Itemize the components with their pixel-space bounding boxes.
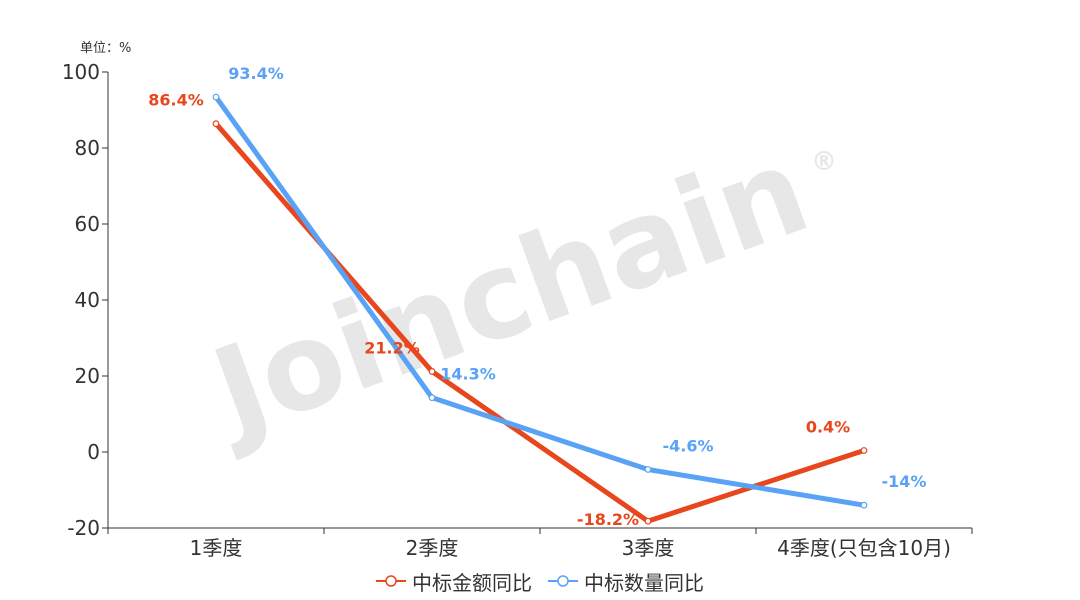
series-line-1: [213, 94, 867, 508]
y-tick-label: 40: [75, 288, 100, 312]
watermark-registered-mark: ®: [811, 147, 837, 177]
axes: 100 80 60 40 20 0 -20 1季度 2季度 3季度 4季度(只包含10月): [62, 60, 973, 560]
y-tick-label: 0: [87, 440, 100, 464]
legend-label-count: 中标数量同比: [584, 570, 704, 595]
legend: 中标金额同比 中标数量同比: [0, 566, 1080, 596]
legend-line-circle-icon: [376, 575, 406, 587]
data-point: [428, 368, 436, 375]
data-label: 86.4%: [148, 91, 204, 110]
data-point: [644, 517, 652, 525]
data-label: -14%: [882, 472, 927, 491]
data-point: [860, 447, 868, 454]
data-labels: 86.4% 21.2% -18.2% 0.4% 93.4% 14.3% -4.6% -14%: [148, 64, 926, 529]
y-tick-label: -20: [67, 516, 100, 540]
data-point: [212, 120, 220, 128]
data-point: [860, 501, 868, 509]
data-point: [644, 466, 652, 473]
y-tick-label: 20: [75, 364, 100, 388]
data-label: -4.6%: [662, 436, 713, 455]
y-tick-label: 60: [75, 212, 100, 236]
legend-item-amount[interactable]: 中标金额同比: [376, 567, 532, 596]
legend-label-amount: 中标金额同比: [412, 570, 532, 595]
data-point: [428, 394, 436, 402]
x-tick-label: 3季度: [622, 536, 675, 560]
data-label: 93.4%: [228, 64, 284, 83]
x-tick-label: 4季度(只包含10月): [777, 536, 951, 560]
data-label: 14.3%: [440, 365, 496, 384]
y-tick-label: 80: [75, 136, 100, 160]
watermark-text: Joinchain: [191, 121, 826, 465]
series-lines: [212, 93, 868, 525]
x-tick-label: 1季度: [190, 536, 243, 560]
legend-line-circle-icon: [548, 575, 578, 587]
data-label: 0.4%: [806, 417, 850, 436]
data-label: 21.2%: [364, 338, 420, 357]
x-tick-label: 2季度: [406, 536, 459, 560]
data-point: [212, 93, 220, 101]
legend-item-count[interactable]: 中标数量同比: [548, 567, 704, 596]
y-tick-label: 100: [62, 60, 100, 84]
unit-label: 单位：%: [80, 41, 132, 56]
data-label: -18.2%: [577, 510, 639, 529]
